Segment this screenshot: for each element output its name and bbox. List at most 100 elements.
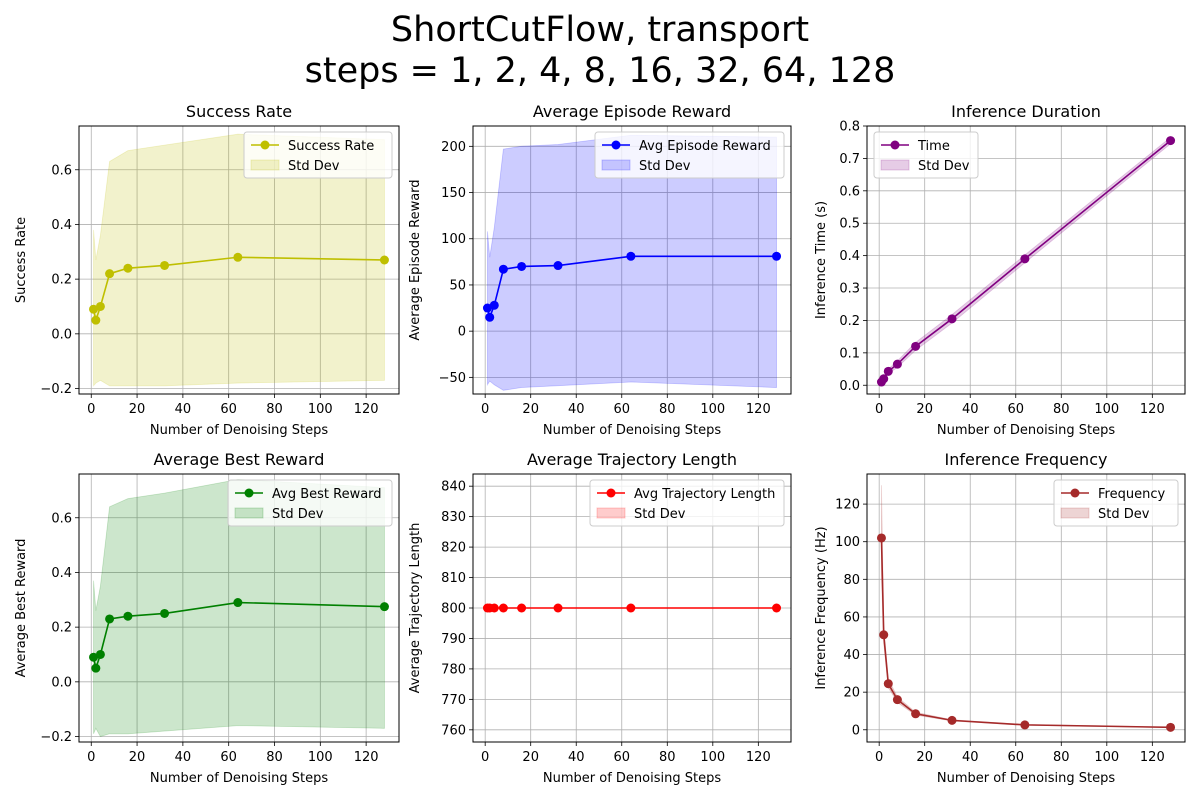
axes-frame [472,125,792,395]
axes-frame [866,125,1186,395]
legend-box [243,131,393,179]
x-tick-label: 80 [659,750,676,765]
x-tick-label: 20 [916,402,933,417]
x-tick-label: 80 [1053,750,1070,765]
x-tick-label: 20 [129,402,146,417]
legend-box [594,131,785,179]
legend-label-series: Avg Episode Reward [639,139,771,154]
x-axis-label: Number of Denoising Steps [150,771,328,786]
subplot-5: 0 20 40 60 80 100 120 760 770 780 790 800 810 820 830 8… [408,450,792,786]
x-tick-label: 120 [746,750,771,765]
data-point [233,252,243,262]
data-point [160,608,170,618]
x-tick-label: 100 [1094,402,1119,417]
x-tick-label: 0 [875,750,883,765]
data-point [379,255,389,265]
x-tick-label: 0 [481,402,489,417]
legend: Avg Trajectory Length Std Dev [589,479,785,527]
data-point [1020,720,1030,730]
x-axis-label: Number of Denoising Steps [937,423,1115,438]
x-tick-label: 100 [700,750,725,765]
legend-label-std-dev: Std Dev [272,507,324,522]
x-tick-label: 40 [962,402,979,417]
y-tick-label: 0.0 [839,379,860,394]
y-tick-label: 770 [441,693,466,708]
x-tick-label: 60 [220,750,237,765]
legend-label-std-dev: Std Dev [1098,507,1150,522]
legend-marker-swatch [244,488,254,498]
data-point [123,263,133,273]
x-tick-label: 120 [746,402,771,417]
data-point [553,603,563,613]
data-point [883,679,893,689]
x-tick-label: 100 [1094,750,1119,765]
y-tick-label: 0.6 [839,184,860,199]
legend-label-std-dev: Std Dev [288,159,340,174]
y-tick-label: 0.8 [839,120,860,135]
x-tick-label: 40 [568,750,585,765]
data-point [498,603,508,613]
x-tick-label: 40 [175,402,192,417]
y-tick-label: −50 [439,371,466,386]
legend-fill-swatch [596,507,626,519]
subplot-title: Average Best Reward [154,450,325,469]
data-point [160,260,170,270]
y-tick-label: 0.6 [51,511,72,526]
data-point [517,603,527,613]
series-line [880,537,1171,729]
data-point [489,603,499,613]
x-tick-label: 20 [522,402,539,417]
y-tick-label: 100 [441,232,466,247]
data-point [123,611,133,621]
data-point [772,603,782,613]
y-tick-label: 790 [441,632,466,647]
y-tick-label: 150 [441,186,466,201]
data-point [91,315,101,325]
legend-marker-swatch [606,488,616,498]
data-point [883,366,893,376]
y-axis-label: Inference Frequency (Hz) [814,526,829,689]
y-tick-label: 20 [843,686,860,701]
data-point [485,312,495,322]
data-point [233,598,243,608]
data-point [95,301,105,311]
y-tick-label: 820 [441,541,466,556]
x-tick-label: 0 [87,402,95,417]
legend-label-std-dev: Std Dev [918,159,970,174]
legend-marker-swatch [890,140,900,150]
x-axis-label: Number of Denoising Steps [937,771,1115,786]
x-tick-label: 80 [266,402,283,417]
y-tick-label: 0.4 [839,249,860,264]
x-tick-label: 60 [1007,402,1024,417]
subplot-6: 0 20 40 60 80 100 120 0 20 40 60 80 100 120 Inference … [814,450,1186,786]
y-axis-label: Inference Time (s) [814,201,829,319]
y-tick-label: 0.2 [51,621,72,636]
x-tick-label: 0 [87,750,95,765]
x-tick-label: 0 [481,750,489,765]
y-tick-label: 0.3 [839,282,860,297]
legend: Avg Episode Reward Std Dev [594,131,785,179]
data-point [626,251,636,261]
x-tick-label: 60 [613,402,630,417]
legend-box [589,479,785,527]
x-tick-label: 120 [1140,750,1165,765]
legend-label-series: Time [917,139,950,154]
data-point [1166,722,1176,732]
y-tick-label: 50 [449,278,466,293]
axes-frame [78,473,400,743]
x-axis-label: Number of Denoising Steps [543,423,721,438]
legend-marker-swatch [260,140,270,150]
x-tick-label: 120 [354,402,379,417]
legend-box [227,479,393,527]
y-tick-label: 840 [441,480,466,495]
data-point [892,359,902,369]
legend-fill-swatch [234,507,264,519]
data-point [879,630,889,640]
legend-label-series: Success Rate [288,139,374,154]
y-tick-label: 0 [852,723,860,738]
y-tick-label: 0.0 [51,327,72,342]
legend-marker-swatch [611,140,621,150]
x-tick-label: 100 [308,750,333,765]
data-point [879,374,889,384]
